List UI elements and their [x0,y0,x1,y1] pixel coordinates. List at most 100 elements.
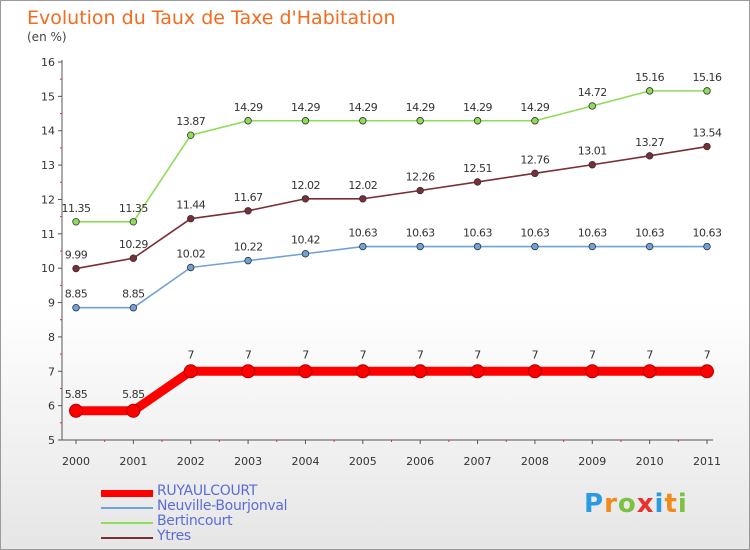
data-point [527,364,542,379]
data-label: 5.85 [65,388,88,401]
legend-item: RUYAULCOURT [101,483,341,500]
legend-label: RUYAULCOURT [157,483,258,499]
data-point [473,242,482,251]
data-point [187,214,195,223]
proxiti-logo: Proxiti [584,489,688,519]
data-point [359,117,367,125]
data-point [531,169,539,178]
data-point [72,264,80,273]
legend-swatch [101,537,153,539]
data-label: 10.22 [234,241,263,254]
data-label: 11.67 [234,191,263,204]
data-point [473,117,482,125]
data-label: 13.27 [635,136,664,149]
data-point [72,218,80,226]
data-label: 12.02 [291,179,320,192]
logo-letter: t [664,489,678,519]
data-point [588,161,596,169]
data-label: 15.16 [635,71,664,84]
data-point [470,364,485,379]
y-tick-label: 7 [48,365,55,378]
legend-item: Bertincourt [101,513,341,530]
data-point [355,364,370,379]
y-tick-label: 6 [48,400,55,413]
logo-letter: P [584,489,605,519]
legend-label: Neuville-Bourjonval [157,498,288,514]
data-point [129,254,138,262]
data-label: 14.29 [406,101,435,114]
data-point [129,218,138,226]
y-tick-label: 13 [41,159,55,172]
data-point [531,117,539,125]
data-point [301,250,310,258]
data-label: 11.35 [119,202,148,215]
data-point [359,195,367,203]
data-point [244,207,252,215]
data-label: 7 [532,348,539,361]
data-label: 7 [704,348,711,361]
legend-item: Neuville-Bourjonval [101,498,341,515]
logo-letter: i [654,489,665,519]
data-point [72,304,80,312]
data-point [700,364,714,379]
data-point [298,364,313,379]
data-point [129,304,138,312]
data-point [645,87,654,95]
data-label: 10.63 [635,227,664,240]
series-line-ruyaulcourt [71,366,712,416]
data-label: 7 [589,348,596,361]
x-tick-label: 2001 [119,455,147,468]
data-label: 14.29 [348,101,377,114]
data-label: 12.76 [520,153,549,166]
data-label: 7 [187,348,194,361]
data-point [244,256,252,265]
legend-item: Ytres [101,528,341,545]
data-point [413,364,428,379]
x-tick-label: 2007 [464,455,492,468]
data-label: 10.63 [578,227,607,240]
data-label: 7 [245,348,252,361]
data-label: 10.02 [176,247,205,260]
chart-title: Evolution du Taux de Taxe d'Habitation [27,7,396,29]
y-tick-label: 8 [48,331,55,344]
chart-legend: RUYAULCOURT Neuville-Bourjonval Bertincour… [101,483,341,545]
x-tick-label: 2003 [234,455,262,468]
data-label: 10.63 [406,227,435,240]
data-point [301,195,310,203]
data-label: 14.29 [463,101,492,114]
data-label: 10.63 [520,227,549,240]
legend-swatch [101,489,153,497]
data-label: 12.51 [463,162,492,175]
logo-letter: o [617,489,637,519]
data-point [703,87,711,95]
y-tick-label: 12 [41,193,55,206]
data-label: 14.29 [291,101,320,114]
data-point [416,242,424,251]
data-point [69,403,83,418]
x-tick-label: 2008 [521,455,549,468]
x-tick-label: 2011 [693,455,721,468]
data-point [244,117,252,125]
data-point [703,142,711,151]
data-label: 10.63 [348,227,377,240]
y-tick-label: 9 [48,297,55,310]
data-label: 8.85 [65,288,88,301]
y-tick-label: 16 [41,56,55,69]
data-label: 13.54 [693,127,722,140]
data-label: 7 [646,348,653,361]
series-line-neuville-bourjonval [75,245,708,309]
data-point [588,242,596,251]
data-label: 12.26 [406,171,435,184]
x-tick-label: 2000 [62,455,90,468]
data-label: 15.16 [693,71,722,84]
data-label: 10.63 [463,227,492,240]
data-label: 12.02 [348,179,377,192]
data-label: 8.85 [122,288,145,301]
logo-letter: x [636,489,655,519]
data-label: 14.72 [578,86,607,99]
legend-swatch [101,522,153,524]
data-label: 10.63 [693,227,722,240]
data-point [183,364,198,379]
